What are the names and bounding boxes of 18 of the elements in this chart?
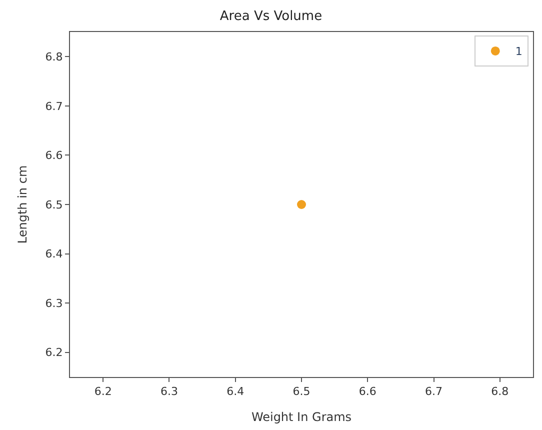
x-axis-title: Weight In Grams (251, 410, 352, 424)
y-tick-label: 6.5 (45, 198, 63, 212)
x-tick-label: 6.5 (292, 385, 310, 398)
x-tick-label: 6.8 (491, 385, 509, 398)
chart-title: Area Vs Volume (220, 8, 322, 24)
x-tick-label: 6.2 (94, 385, 112, 398)
y-tick-label: 6.6 (45, 149, 63, 162)
legend-label: 1 (515, 45, 522, 58)
x-tick-label: 6.6 (358, 385, 376, 398)
y-tick-label: 6.7 (45, 100, 63, 113)
y-axis-title: Length in cm (16, 165, 30, 244)
x-tick-label: 6.3 (160, 385, 178, 398)
y-tick-label: 6.3 (45, 296, 63, 310)
x-tick-label: 6.4 (226, 385, 244, 398)
x-tick-label: 6.7 (425, 385, 443, 398)
y-tick-label: 6.2 (45, 346, 63, 360)
y-tick-label: 6.8 (45, 50, 63, 64)
y-tick-label: 6.4 (45, 248, 63, 261)
